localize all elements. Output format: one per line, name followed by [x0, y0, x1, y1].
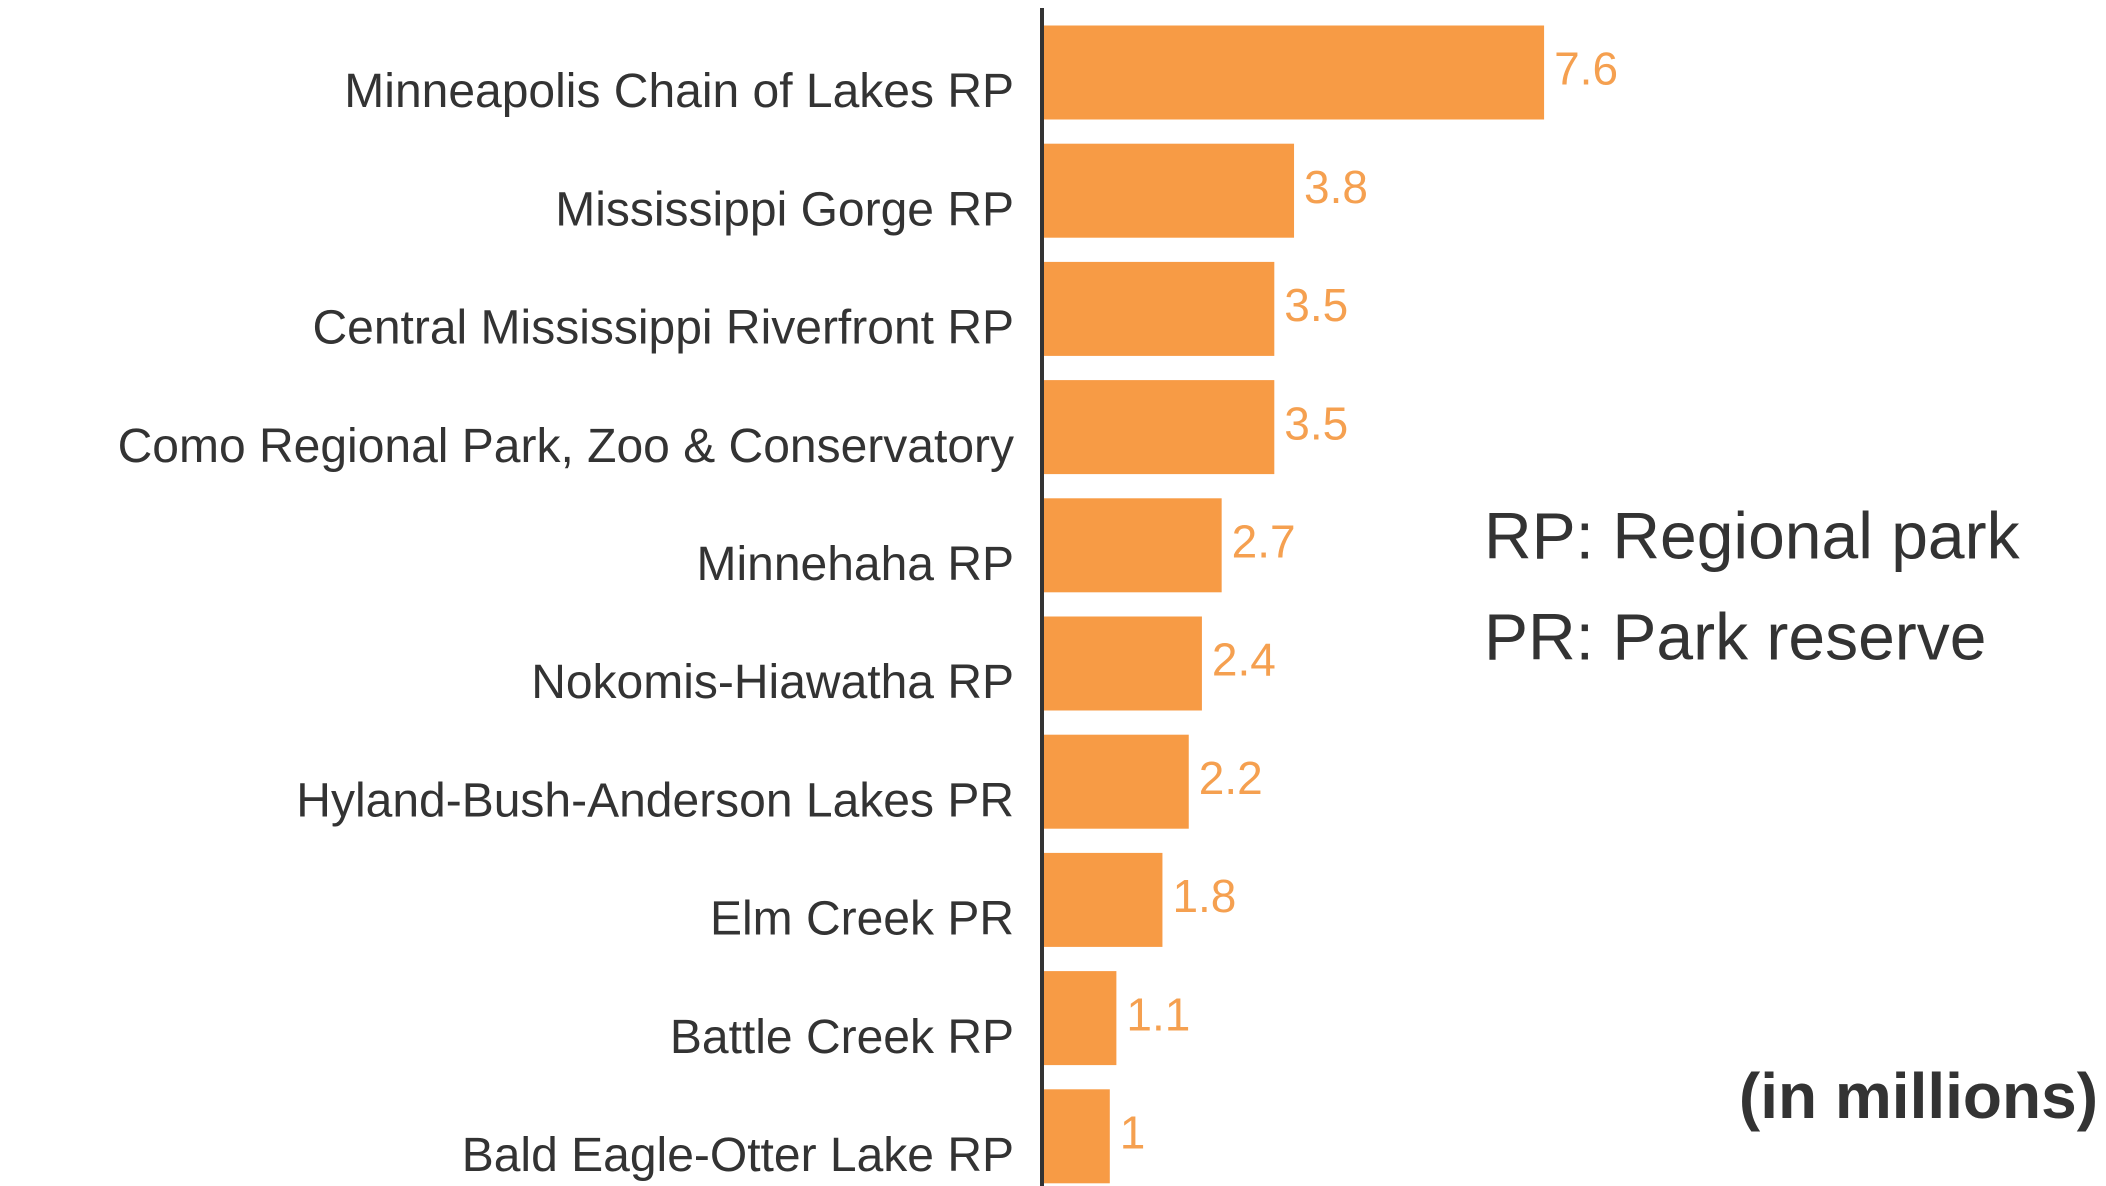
bar	[1044, 734, 1189, 829]
bar	[1044, 25, 1545, 120]
bar	[1044, 616, 1202, 711]
category-label: Minnehaha RP	[696, 538, 1014, 591]
category-label: Como Regional Park, Zoo & Conservatory	[118, 420, 1014, 473]
bar	[1044, 498, 1222, 593]
bar	[1044, 261, 1275, 356]
category-label: Elm Creek PR	[710, 893, 1014, 946]
bar	[1044, 1089, 1110, 1184]
value-label: 1	[1120, 1106, 1146, 1158]
value-label: 3.5	[1284, 397, 1348, 449]
category-label: Nokomis-Hiawatha RP	[531, 656, 1014, 709]
value-label: 3.8	[1304, 161, 1368, 213]
value-label: 7.6	[1554, 43, 1618, 95]
legend-note: RP: Regional park	[1484, 498, 2021, 572]
category-label: Bald Eagle-Otter Lake RP	[462, 1129, 1014, 1182]
unit-note: (in millions)	[1739, 1060, 2098, 1132]
value-label: 2.7	[1232, 515, 1296, 567]
category-label: Hyland-Bush-Anderson Lakes PR	[296, 774, 1014, 827]
value-label: 2.2	[1199, 752, 1263, 804]
category-label: Mississippi Gorge RP	[555, 183, 1014, 236]
value-label: 1.1	[1126, 988, 1190, 1040]
category-label: Battle Creek RP	[670, 1011, 1014, 1064]
value-label: 3.5	[1284, 279, 1348, 331]
bar	[1044, 852, 1163, 947]
value-label: 1.8	[1172, 870, 1236, 922]
category-label: Central Mississippi Riverfront RP	[312, 302, 1014, 355]
category-label: Minneapolis Chain of Lakes RP	[344, 65, 1014, 118]
value-label: 2.4	[1212, 634, 1276, 686]
legend-note: PR: Park reserve	[1484, 599, 1986, 673]
bar	[1044, 971, 1117, 1066]
bar	[1044, 380, 1275, 475]
bar	[1044, 143, 1295, 238]
